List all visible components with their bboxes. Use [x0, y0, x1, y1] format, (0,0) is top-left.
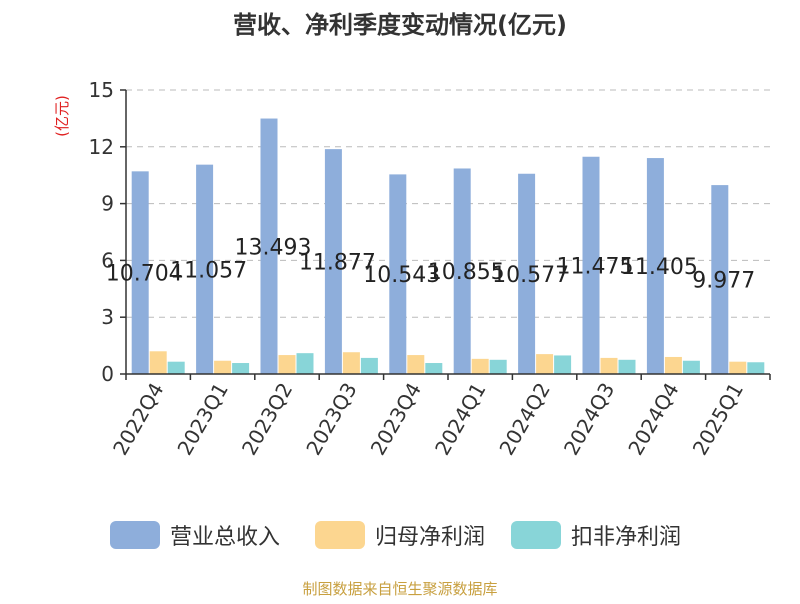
bar-1[interactable]	[324, 149, 342, 374]
grid-layer	[126, 89, 770, 318]
legend-label[interactable]: 扣非净利润	[571, 525, 681, 550]
y-tick-label: 12	[89, 135, 114, 159]
bar-3[interactable]	[489, 359, 507, 374]
x-tick-label: 2024Q4	[623, 379, 683, 460]
data-label: 10.704	[106, 262, 183, 287]
y-axis-label: (亿元)	[53, 95, 71, 137]
bar-1[interactable]	[646, 158, 664, 374]
data-label: 11.057	[170, 258, 247, 283]
data-labels-layer: 10.70411.05713.49311.87710.54310.85510.5…	[106, 235, 756, 293]
y-tick-label: 15	[89, 78, 114, 102]
chart-title: 营收、净利季度变动情况(亿元)	[233, 11, 567, 39]
bar-2[interactable]	[407, 355, 425, 374]
data-label: 10.855	[428, 260, 505, 285]
x-tick-label: 2024Q2	[494, 379, 554, 460]
y-tick-label: 0	[101, 362, 114, 386]
x-tick-label: 2023Q1	[172, 379, 232, 460]
data-label: 11.877	[299, 251, 376, 276]
bar-2[interactable]	[600, 357, 618, 374]
x-tick-label: 2025Q1	[688, 379, 748, 460]
bar-3[interactable]	[425, 363, 443, 374]
legend-swatch[interactable]	[511, 521, 561, 549]
source-note: 制图数据来自恒生聚源数据库	[302, 580, 497, 598]
x-tick-label: 2024Q3	[559, 379, 619, 460]
bar-1[interactable]	[453, 168, 471, 374]
y-tick-label: 3	[101, 305, 114, 329]
data-label: 10.543	[363, 263, 440, 288]
bar-3[interactable]	[360, 357, 378, 374]
data-label: 13.493	[235, 235, 312, 260]
bar-3[interactable]	[618, 359, 636, 374]
bar-1[interactable]	[518, 173, 536, 374]
bar-3[interactable]	[682, 360, 700, 374]
data-label: 11.475	[557, 254, 634, 279]
bar-3[interactable]	[167, 361, 185, 374]
bar-1[interactable]	[131, 171, 149, 374]
bar-2[interactable]	[342, 352, 360, 374]
legend-swatch[interactable]	[315, 521, 365, 549]
x-tick-label: 2023Q3	[301, 379, 361, 460]
legend-swatch[interactable]	[110, 521, 160, 549]
y-tick-label: 6	[101, 248, 114, 272]
bar-2[interactable]	[278, 355, 296, 374]
data-label: 11.405	[621, 255, 698, 280]
bar-1[interactable]	[260, 118, 278, 374]
legend-label[interactable]: 营业总收入	[170, 525, 280, 550]
x-tick-label: 2024Q1	[430, 379, 490, 460]
x-tick-label: 2023Q4	[366, 379, 426, 460]
y-tick-label: 9	[101, 192, 114, 216]
bar-3[interactable]	[232, 363, 250, 374]
x-tick-label: 2022Q4	[108, 379, 168, 460]
bar-2[interactable]	[729, 361, 747, 374]
bar-1[interactable]	[196, 164, 214, 374]
data-label: 9.977	[692, 269, 755, 294]
bar-2[interactable]	[214, 360, 232, 374]
bars-layer	[131, 118, 765, 374]
bar-2[interactable]	[149, 351, 167, 374]
bar-1[interactable]	[389, 174, 407, 374]
bar-1[interactable]	[582, 156, 600, 374]
x-tick-label: 2023Q2	[237, 379, 297, 460]
bar-3[interactable]	[554, 355, 572, 374]
data-label: 10.577	[492, 263, 569, 288]
bar-2[interactable]	[664, 356, 682, 374]
bar-3[interactable]	[747, 362, 765, 374]
legend-label[interactable]: 归母净利润	[375, 525, 485, 550]
bar-3[interactable]	[296, 353, 314, 374]
bar-1[interactable]	[711, 185, 729, 374]
bar-2[interactable]	[471, 358, 489, 374]
bar-2[interactable]	[536, 354, 554, 374]
legend[interactable]: 营业总收入 归母净利润 扣非净利润	[110, 521, 681, 550]
